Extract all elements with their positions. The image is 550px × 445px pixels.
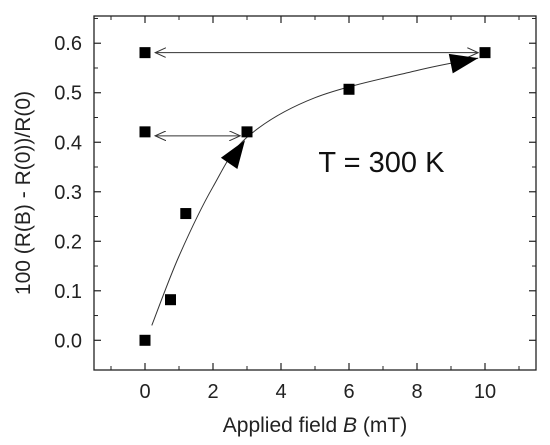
x-axis: 0 2 4 6 8 10 xyxy=(110,16,520,403)
data-point xyxy=(241,126,253,138)
x-axis-title: Applied field B (mT) xyxy=(223,414,407,437)
y-tick-label: 0.2 xyxy=(54,231,82,253)
x-tick-label: 10 xyxy=(474,381,496,403)
x-tick-label: 4 xyxy=(275,381,286,403)
trend-curve xyxy=(151,57,479,326)
x-tick-label: 6 xyxy=(343,381,354,403)
data-point xyxy=(343,83,355,95)
data-markers xyxy=(139,47,491,346)
data-point xyxy=(139,47,151,59)
trend-arrowhead-end xyxy=(448,53,479,74)
data-point xyxy=(180,208,192,220)
y-tick-label: 0.4 xyxy=(54,132,82,154)
x-tick-label: 8 xyxy=(411,381,422,403)
x-tick-label: 2 xyxy=(207,381,218,403)
data-point xyxy=(139,334,151,346)
y-tick-label: 0.5 xyxy=(54,83,82,105)
x-axis-title-variable: B xyxy=(343,414,357,437)
y-axis: 0.0 0.1 0.2 0.3 0.4 0.5 0.6 xyxy=(54,17,536,352)
x-tick-label: 0 xyxy=(139,381,150,403)
annotation-arrows xyxy=(151,53,479,326)
trend-arrowhead-mid xyxy=(220,140,245,170)
x-axis-title-unit: (mT) xyxy=(357,414,407,437)
data-point xyxy=(479,47,491,59)
data-point xyxy=(165,294,176,306)
y-tick-label: 0.3 xyxy=(54,182,82,204)
y-tick-label: 0.6 xyxy=(54,33,82,55)
x-axis-title-prefix: Applied field xyxy=(223,414,343,437)
plot-border xyxy=(93,15,537,371)
y-axis-title: 100 (R(B) - R(0))/R(0) xyxy=(12,91,35,295)
data-point xyxy=(139,126,151,138)
y-tick-label: 0.0 xyxy=(54,330,82,352)
y-tick-label: 0.1 xyxy=(54,281,82,303)
temperature-annotation: T = 300 K xyxy=(318,147,445,179)
plot-frame xyxy=(93,15,537,371)
